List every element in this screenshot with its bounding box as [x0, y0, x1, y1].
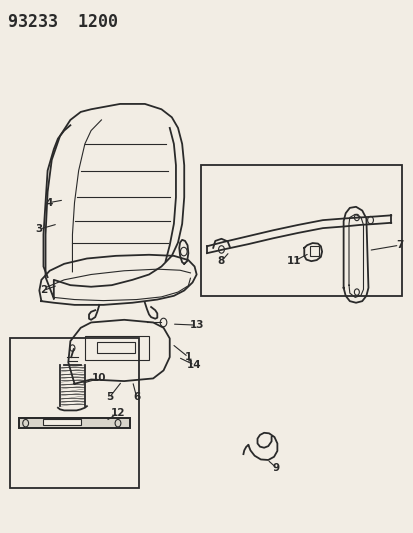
Text: 10: 10	[92, 374, 107, 383]
Text: 6: 6	[133, 392, 140, 402]
Text: 12: 12	[110, 408, 125, 418]
Text: 5: 5	[106, 392, 113, 402]
Bar	[97, 342, 134, 353]
Text: 13: 13	[189, 320, 204, 330]
Text: 93233  1200: 93233 1200	[8, 13, 118, 31]
Text: 4: 4	[46, 198, 53, 207]
Text: 14: 14	[187, 360, 202, 370]
Bar	[200, 165, 401, 296]
Bar	[10, 338, 138, 488]
Bar	[43, 419, 81, 425]
Bar	[309, 246, 318, 256]
Bar	[19, 418, 130, 428]
Text: 11: 11	[286, 256, 301, 266]
Text: 9: 9	[272, 463, 280, 473]
Bar	[19, 418, 130, 428]
Text: 3: 3	[36, 224, 43, 234]
Text: 7: 7	[395, 240, 402, 250]
Text: 2: 2	[40, 286, 47, 295]
Text: 1: 1	[184, 352, 192, 362]
Bar	[85, 336, 149, 360]
Text: 8: 8	[217, 256, 225, 266]
